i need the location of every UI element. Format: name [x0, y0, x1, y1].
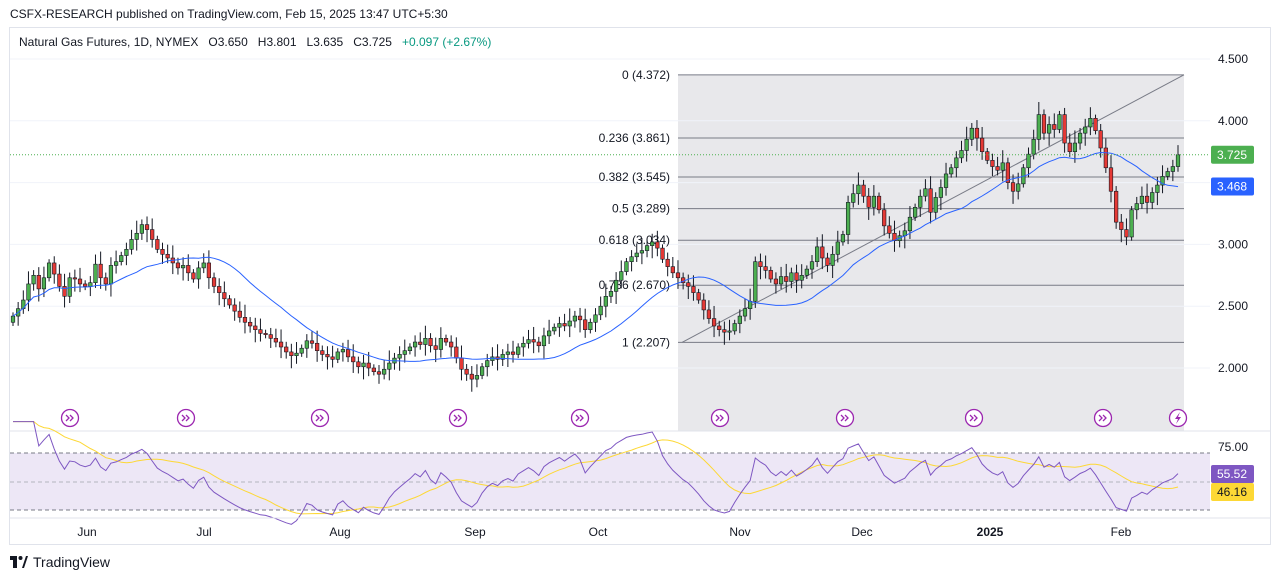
legend-low: L3.635 [306, 35, 344, 49]
publisher-line: CSFX-RESEARCH published on TradingView.c… [10, 7, 448, 21]
chart-frame [9, 27, 1271, 545]
footer-brand[interactable]: TradingView [10, 554, 110, 570]
tradingview-logo-icon [10, 556, 28, 568]
legend-high: H3.801 [257, 35, 297, 49]
legend-close: C3.725 [353, 35, 392, 49]
footer-brand-label: TradingView [33, 554, 111, 570]
legend-open: O3.650 [208, 35, 248, 49]
symbol-legend: Natural Gas Futures, 1D, NYMEX O3.650 H3… [19, 35, 491, 49]
legend-symbol[interactable]: Natural Gas Futures, 1D, NYMEX [19, 35, 199, 49]
legend-change: +0.097 (+2.67%) [401, 35, 492, 49]
